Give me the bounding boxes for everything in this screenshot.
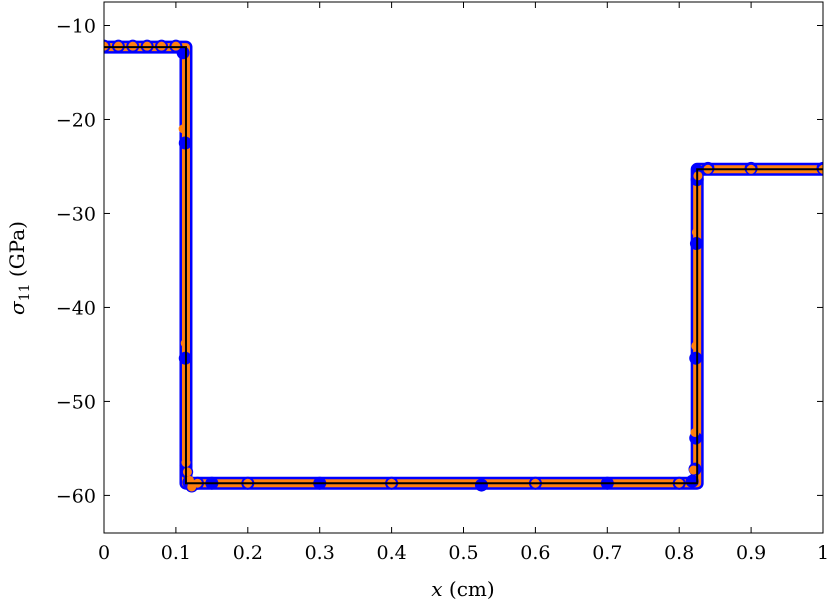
orange-point [182, 467, 192, 477]
x-tick-label: 0.4 [376, 542, 406, 564]
orange-point [689, 465, 699, 475]
y-tick-label: −10 [56, 15, 96, 37]
blue-point [474, 478, 488, 492]
x-tick-label: 0.5 [448, 542, 478, 564]
y-tick-label: −40 [56, 297, 96, 319]
series-layer [104, 39, 823, 493]
orange-point [691, 341, 701, 351]
y-tick-label: −60 [56, 485, 96, 507]
x-tick-label: 0.9 [736, 542, 766, 564]
x-tick-label: 0.7 [592, 542, 622, 564]
x-tick-label: 0.6 [520, 542, 550, 564]
blue-series-band [104, 40, 823, 490]
x-tick-label: 0.3 [305, 542, 335, 564]
y-tick-label: −30 [56, 203, 96, 225]
y-axis-label: σ11 (GPa) [5, 221, 33, 315]
x-tick-label: 0.8 [664, 542, 694, 564]
x-tick-label: 1 [817, 542, 829, 564]
x-tick-label: 0.2 [233, 542, 263, 564]
blue-point [689, 351, 703, 365]
y-tick-label: −50 [56, 391, 96, 413]
x-axis-label: x (cm) [431, 577, 494, 601]
blue-point [685, 474, 699, 488]
plot-frame [103, 1, 824, 534]
y-tick-label: −20 [56, 109, 96, 131]
x-tick-label: 0 [98, 542, 110, 564]
orange-series-band [104, 43, 823, 488]
x-axis: 0 0.1 0.2 0.3 0.4 0.5 0.6 0.7 0.8 0.9 1 [98, 2, 829, 564]
x-tick-label: 0.1 [161, 542, 191, 564]
y-axis: −60 −50 −40 −30 −20 −10 [56, 15, 823, 507]
reference-line [104, 46, 823, 485]
